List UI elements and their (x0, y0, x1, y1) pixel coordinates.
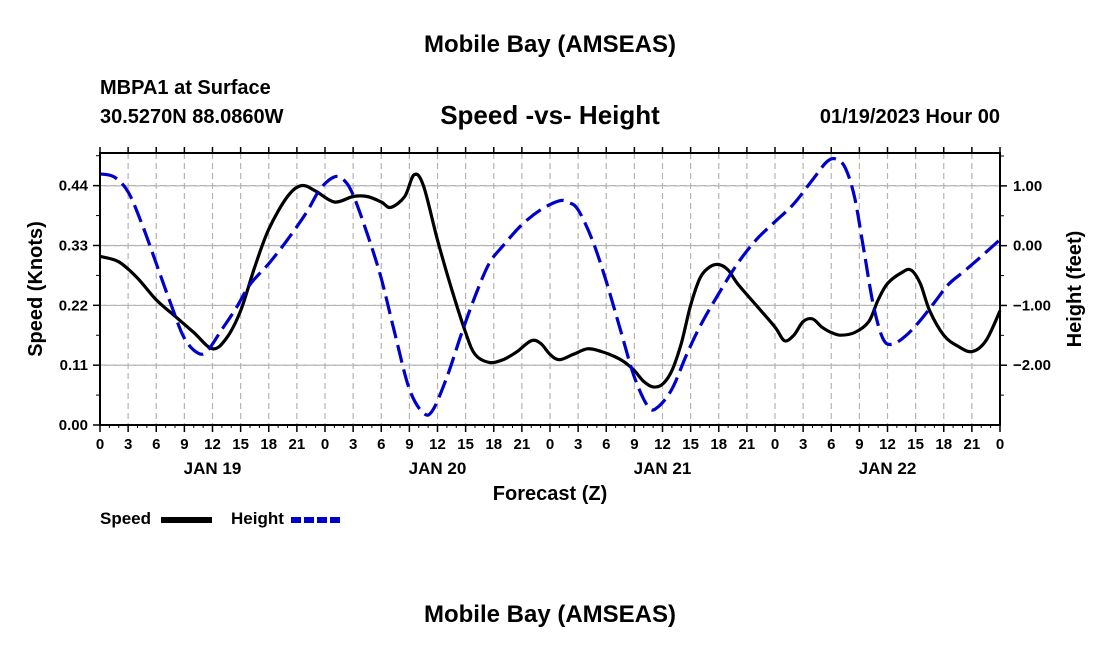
x-tick-label: 18 (710, 436, 727, 453)
x-tick-label: 0 (771, 436, 779, 453)
y-tick-label-left: 0.33 (59, 237, 88, 254)
y-tick-label-left: 0.11 (60, 357, 88, 374)
x-tick-label: 21 (289, 436, 306, 453)
x-tick-label: 3 (574, 436, 582, 453)
x-tick-label: 12 (204, 436, 221, 453)
x-tick-label: 18 (935, 436, 952, 453)
x-tick-label: 6 (377, 436, 385, 453)
axis-ticks (93, 147, 1007, 432)
x-tick-label: 3 (349, 436, 357, 453)
y-tick-label-right: 0.00 (1013, 238, 1042, 255)
day-label: JAN 20 (409, 459, 467, 478)
y-tick-label-left: 0.00 (59, 417, 88, 434)
x-tick-label: 0 (96, 436, 104, 453)
x-tick-label: 12 (429, 436, 446, 453)
y-tick-label-right: −1.00 (1013, 297, 1051, 314)
station-label: MBPA1 at Surface (100, 77, 271, 99)
footer-title: Mobile Bay (AMSEAS) (423, 601, 677, 628)
series-line-height (99, 156, 1002, 417)
x-tick-label: 3 (799, 436, 807, 453)
chart-subtitle: Speed -vs- Height (440, 100, 660, 130)
x-tick-label: 21 (739, 436, 756, 453)
series-layer (99, 156, 1002, 417)
day-label: JAN 21 (634, 459, 692, 478)
x-tick-label: 9 (405, 436, 413, 453)
x-tick-label: 12 (654, 436, 671, 453)
x-tick-label: 0 (321, 436, 329, 453)
coordinates-label: 30.5270N 88.0860W (100, 106, 284, 128)
x-tick-label: 0 (996, 436, 1004, 453)
x-tick-label: 12 (879, 436, 896, 453)
x-axis-title: Forecast (Z) (493, 483, 607, 505)
x-tick-label: 15 (682, 436, 699, 453)
x-tick-label: 15 (232, 436, 249, 453)
chart-title: Mobile Bay (AMSEAS) (423, 31, 677, 58)
x-tick-label: 21 (964, 436, 981, 453)
legend-speed-label: Speed (100, 509, 152, 528)
y-axis-title-right: Height (feet) (1064, 231, 1086, 348)
x-tick-label: 18 (260, 436, 277, 453)
y-axis-title-left: Speed (Knots) (25, 221, 47, 357)
x-tick-label: 3 (124, 436, 132, 453)
x-tick-label: 6 (827, 436, 835, 453)
axis-labels: 0 3 6 9 12 15 18 21 0 3 6 9 12 15 18 21 0 3 6 9 12 15 18 21 0 3 6 9… (59, 178, 1051, 478)
x-tick-label: 9 (855, 436, 863, 453)
y-tick-label-right: 1.00 (1013, 178, 1042, 195)
x-tick-label: 15 (457, 436, 474, 453)
series-line-speed (99, 172, 1002, 389)
y-tick-label-right: −2.00 (1013, 357, 1051, 374)
day-label: JAN 22 (859, 459, 917, 478)
x-tick-label: 6 (152, 436, 160, 453)
x-tick-label: 21 (514, 436, 531, 453)
x-tick-label: 15 (907, 436, 924, 453)
x-tick-label: 6 (602, 436, 610, 453)
x-tick-label: 9 (180, 436, 188, 453)
x-tick-label: 0 (546, 436, 554, 453)
legend-height-label: Height (231, 509, 284, 528)
forecast-datetime: 01/19/2023 Hour 00 (819, 106, 1000, 128)
x-tick-label: 18 (485, 436, 502, 453)
grid (100, 153, 1000, 425)
x-tick-label: 9 (630, 436, 638, 453)
day-label: JAN 19 (184, 459, 242, 478)
y-tick-label-left: 0.22 (59, 297, 88, 314)
y-tick-label-left: 0.44 (59, 178, 89, 195)
